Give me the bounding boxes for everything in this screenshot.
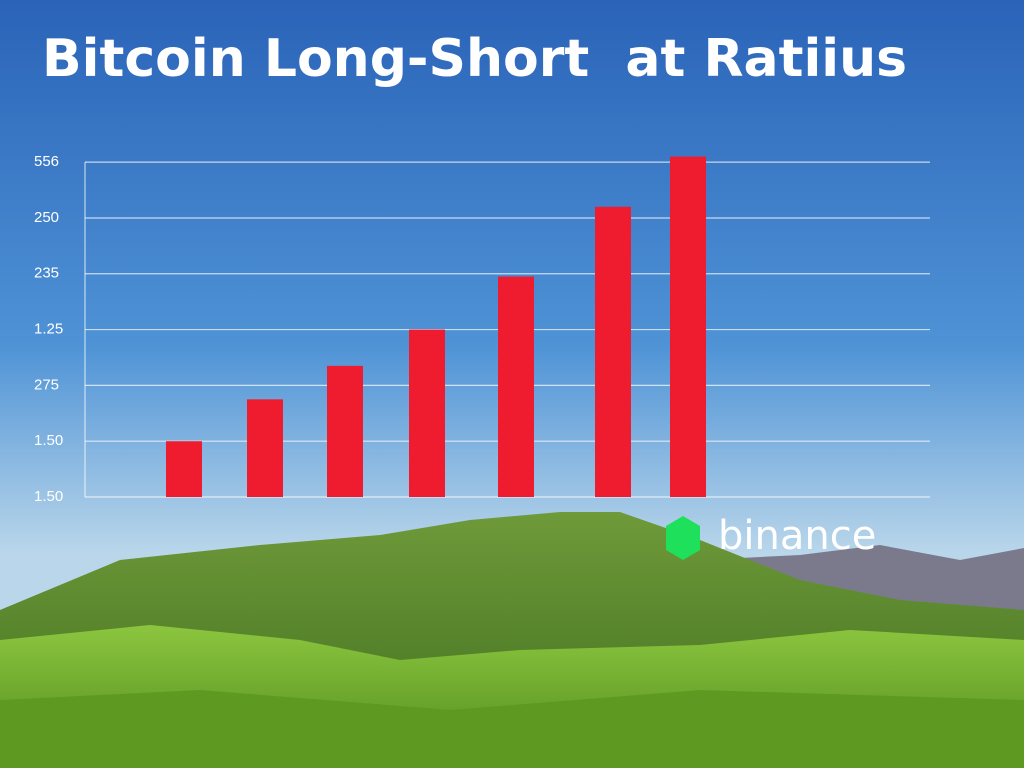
bar	[670, 156, 706, 498]
hill	[0, 690, 1024, 768]
y-tick-label: 1.25	[34, 321, 63, 338]
y-tick-label: 275	[34, 376, 59, 393]
chart-title: Bitcoin Long-Short at Ratiius	[42, 29, 907, 89]
y-tick-label: 1.50	[34, 432, 63, 449]
logo-text: binance	[718, 513, 876, 559]
y-tick-label: 250	[34, 209, 59, 226]
logo: binance	[666, 513, 876, 560]
bar	[595, 206, 631, 497]
bar	[247, 399, 283, 497]
bar	[166, 441, 202, 497]
bar	[498, 276, 534, 497]
bar	[327, 365, 363, 497]
logo-icon	[666, 516, 700, 560]
bar	[409, 329, 445, 497]
y-tick-label: 556	[34, 153, 59, 170]
y-tick-label: 1.50	[34, 488, 63, 505]
y-tick-label: 235	[34, 265, 59, 282]
